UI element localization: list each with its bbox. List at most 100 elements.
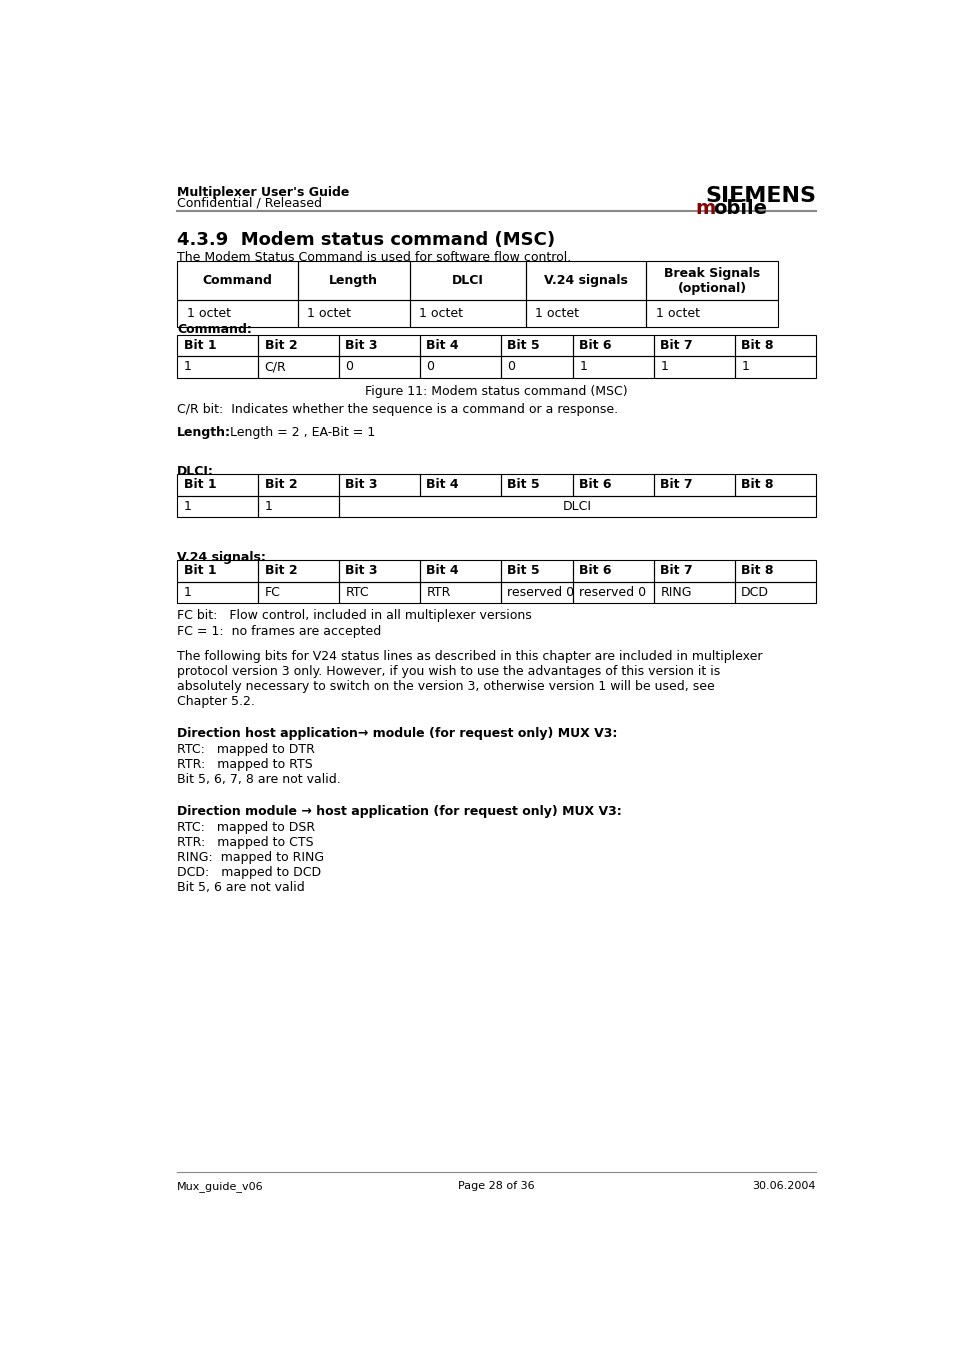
Text: FC: FC <box>264 586 280 598</box>
Bar <box>525 262 645 300</box>
Bar <box>734 561 815 582</box>
Text: Bit 4: Bit 4 <box>426 339 458 351</box>
Bar <box>573 582 654 604</box>
Text: Break Signals
(optional): Break Signals (optional) <box>663 266 760 295</box>
Text: Bit 6: Bit 6 <box>578 339 611 351</box>
Text: 1 octet: 1 octet <box>307 307 351 320</box>
Text: 1 octet: 1 octet <box>418 307 463 320</box>
Bar <box>410 262 525 300</box>
Text: C/R: C/R <box>264 361 286 373</box>
Text: RTC: RTC <box>345 586 369 598</box>
Text: 1 octet: 1 octet <box>655 307 699 320</box>
Bar <box>177 335 258 357</box>
Text: RTR: RTR <box>426 586 451 598</box>
Bar <box>177 474 258 496</box>
Bar <box>500 561 573 582</box>
Text: Bit 3: Bit 3 <box>345 478 377 492</box>
Text: 4.3.9  Modem status command (MSC): 4.3.9 Modem status command (MSC) <box>177 231 555 249</box>
Text: Bit 7: Bit 7 <box>659 478 692 492</box>
Bar <box>525 300 645 327</box>
Text: Bit 8: Bit 8 <box>740 339 773 351</box>
Text: 1: 1 <box>659 361 667 373</box>
Bar <box>177 582 258 604</box>
Bar <box>654 335 734 357</box>
Text: Bit 5, 6 are not valid: Bit 5, 6 are not valid <box>177 881 305 894</box>
Bar <box>177 300 297 327</box>
Text: Bit 5: Bit 5 <box>507 565 539 577</box>
Text: DLCI:: DLCI: <box>177 465 214 478</box>
Bar <box>654 474 734 496</box>
Text: Length:: Length: <box>177 426 232 439</box>
Text: Length = 2 , EA-Bit = 1: Length = 2 , EA-Bit = 1 <box>226 426 375 439</box>
Bar <box>420 561 500 582</box>
Text: 1: 1 <box>183 361 192 373</box>
Bar <box>573 357 654 378</box>
Bar <box>645 262 778 300</box>
Text: The Modem Status Command is used for software flow control.: The Modem Status Command is used for sof… <box>177 251 571 265</box>
Bar <box>420 474 500 496</box>
Bar <box>339 335 420 357</box>
Bar <box>258 357 339 378</box>
Text: 0: 0 <box>507 361 515 373</box>
Text: 1: 1 <box>578 361 586 373</box>
Text: Bit 7: Bit 7 <box>659 565 692 577</box>
Bar <box>258 474 339 496</box>
Bar <box>339 357 420 378</box>
Bar <box>177 561 258 582</box>
Bar <box>573 474 654 496</box>
Text: DLCI: DLCI <box>452 274 483 288</box>
Text: Length: Length <box>329 274 377 288</box>
Text: Bit 2: Bit 2 <box>264 339 296 351</box>
Text: 1 octet: 1 octet <box>535 307 578 320</box>
Text: 0: 0 <box>426 361 434 373</box>
Bar <box>339 582 420 604</box>
Text: Bit 5, 6, 7, 8 are not valid.: Bit 5, 6, 7, 8 are not valid. <box>177 773 341 786</box>
Text: DLCI: DLCI <box>562 500 592 513</box>
Text: Command:: Command: <box>177 323 252 336</box>
Bar <box>420 357 500 378</box>
Text: absolutely necessary to switch on the version 3, otherwise version 1 will be use: absolutely necessary to switch on the ve… <box>177 680 715 693</box>
Text: Bit 2: Bit 2 <box>264 565 296 577</box>
Text: RTC:   mapped to DTR: RTC: mapped to DTR <box>177 743 314 755</box>
Text: Bit 5: Bit 5 <box>507 478 539 492</box>
Bar <box>734 335 815 357</box>
Bar <box>654 582 734 604</box>
Text: Confidential / Released: Confidential / Released <box>177 197 322 209</box>
Text: Direction host application→ module (for request only) MUX V3:: Direction host application→ module (for … <box>177 727 618 739</box>
Text: V.24 signals: V.24 signals <box>543 274 627 288</box>
Bar <box>339 496 815 517</box>
Text: Bit 7: Bit 7 <box>659 339 692 351</box>
Text: Mux_guide_v06: Mux_guide_v06 <box>177 1181 264 1192</box>
Bar <box>420 582 500 604</box>
Bar <box>654 357 734 378</box>
Text: 30.06.2004: 30.06.2004 <box>752 1181 815 1190</box>
Bar <box>177 496 258 517</box>
Text: Bit 3: Bit 3 <box>345 339 377 351</box>
Text: Bit 3: Bit 3 <box>345 565 377 577</box>
Bar <box>500 582 573 604</box>
Text: 1: 1 <box>183 500 192 513</box>
Bar <box>654 561 734 582</box>
Bar <box>258 561 339 582</box>
Bar <box>339 561 420 582</box>
Bar <box>420 335 500 357</box>
Bar <box>258 496 339 517</box>
Text: 1: 1 <box>740 361 748 373</box>
Text: 1: 1 <box>264 500 273 513</box>
Text: SIEMENS: SIEMENS <box>704 186 815 205</box>
Bar <box>410 300 525 327</box>
Bar <box>645 300 778 327</box>
Bar <box>297 300 410 327</box>
Bar <box>500 357 573 378</box>
Text: Bit 4: Bit 4 <box>426 565 458 577</box>
Text: Bit 1: Bit 1 <box>183 478 216 492</box>
Text: FC = 1:  no frames are accepted: FC = 1: no frames are accepted <box>177 626 381 638</box>
Bar <box>734 474 815 496</box>
Text: Page 28 of 36: Page 28 of 36 <box>457 1181 535 1190</box>
Text: reserved 0: reserved 0 <box>578 586 646 598</box>
Bar <box>573 335 654 357</box>
Text: Bit 1: Bit 1 <box>183 339 216 351</box>
Text: 0: 0 <box>345 361 354 373</box>
Text: Multiplexer User's Guide: Multiplexer User's Guide <box>177 186 350 199</box>
Text: RTC:   mapped to DSR: RTC: mapped to DSR <box>177 821 315 834</box>
